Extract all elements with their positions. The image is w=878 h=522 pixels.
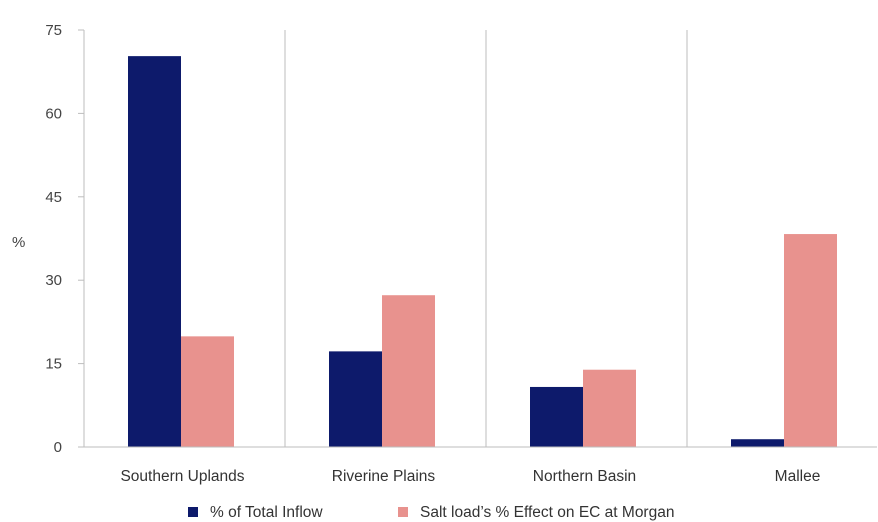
y-tick-label: 0 [54,439,62,456]
bar-total-inflow [329,351,382,447]
bar-salt-load-effect [181,336,234,447]
axes [78,29,877,448]
x-category-labels: Southern Uplands Riverine Plains Northern … [120,468,820,485]
x-category-label: Northern Basin [533,468,636,485]
y-tick-label: 15 [45,356,62,373]
x-category-label: Southern Uplands [120,468,244,485]
legend: % of Total Inflow Salt load’s % Effect on… [188,504,674,521]
gridlines [83,30,688,447]
y-tick-label: 30 [45,272,62,289]
legend-swatch [398,507,408,517]
bar-salt-load-effect [583,369,636,447]
legend-label: Salt load’s % Effect on EC at Morgan [420,504,674,521]
x-category-label: Riverine Plains [332,468,436,485]
bars [128,56,837,448]
bar-total-inflow [731,439,784,447]
legend-label: % of Total Inflow [210,504,323,521]
bar-total-inflow [128,56,181,448]
y-tick-label: 60 [45,105,62,122]
y-tick-labels: 0 15 30 45 60 75 [45,22,62,456]
bar-total-inflow [530,386,583,447]
y-tick-label: 45 [45,189,62,206]
legend-swatch [188,507,198,517]
x-category-label: Mallee [775,468,821,485]
y-tick-label: 75 [45,22,62,39]
y-axis-label: % [12,234,25,251]
bar-salt-load-effect [382,295,435,447]
bar-salt-load-effect [784,234,837,447]
